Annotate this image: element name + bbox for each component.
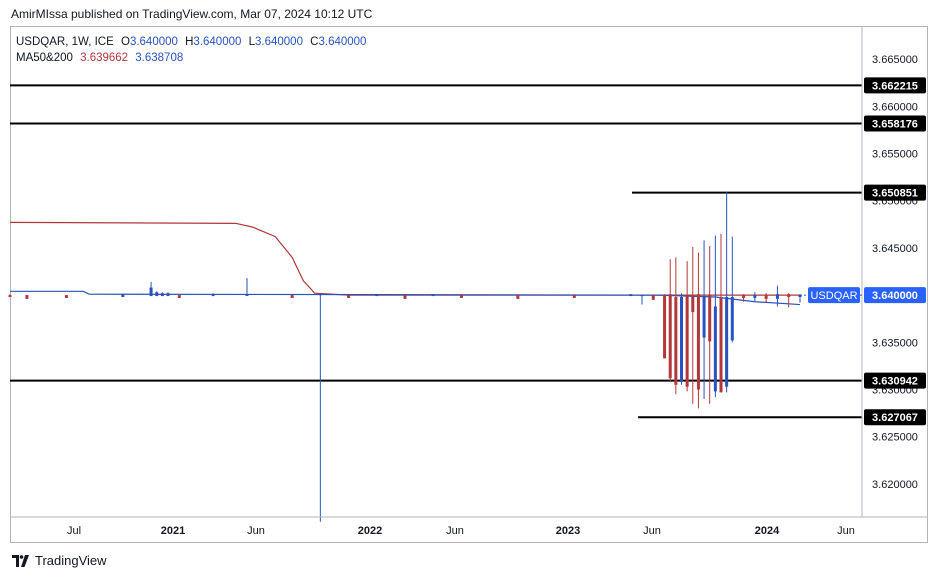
candle-body-3 [121,294,125,297]
candle-body-34 [725,296,729,387]
y-tick-label-4: 3.645000 [872,243,918,255]
candle-body-28 [691,296,695,313]
candle-body-11 [290,295,294,298]
candle-body-12 [318,294,322,296]
y-tick-label-9: 3.620000 [872,479,918,491]
y-tick-label-8: 3.625000 [872,432,918,444]
legend-low: L3.640000 [249,36,303,48]
x-tick-label-1: 2021 [161,525,185,537]
candle-body-33 [719,297,723,393]
x-tick-label-3: 2022 [358,525,382,537]
candle-body-26 [680,296,683,382]
legend-open-key: O [120,36,130,48]
candle-body-21 [640,295,644,297]
candle-body-29 [696,294,700,390]
candle-body-40 [787,294,791,297]
legend-open-value: 3.640000 [129,36,178,48]
legend-ma-label: MA50&200 [16,52,73,64]
level-tag-text-0: 3.662215 [872,80,918,92]
candle-body-16 [431,294,435,297]
candle-body-6 [160,293,164,297]
candle-body-15 [403,295,407,299]
x-tick-label-0: Jul [67,525,81,537]
legend-close-key: C [310,36,319,48]
candle-body-4 [149,287,153,297]
symbol-tag[interactable] [808,287,860,304]
legend-symbol: USDQAR, 1W, ICE [16,36,114,48]
candle-body-38 [764,295,768,299]
y-tick-label-0: 3.665000 [872,54,918,66]
y-tick-label-2: 3.655000 [872,148,918,160]
legend-ma200-value: 3.638708 [135,52,184,64]
candle-body-31 [708,295,712,342]
level-tag-text-4: 3.627067 [872,412,918,424]
x-tick-label-4: Jun [446,525,464,537]
candle-body-24 [668,294,672,379]
legend-low-key: L [248,36,255,48]
candle-body-39 [775,294,779,299]
candle-body-36 [742,295,746,298]
x-tick-label-8: Jun [837,525,855,537]
level-tag-text-3: 3.630942 [872,376,918,388]
level-tag-1 [864,115,926,132]
chart-frame [10,26,928,543]
footer-brand-label: TradingView [35,553,107,568]
candle-body-14 [375,294,379,297]
candle-body-30 [702,296,706,338]
symbol-tag-text: USDQAR [810,290,857,302]
candle-body-17 [459,295,463,298]
candle-body-8 [177,295,181,298]
x-tick-label-7: 2024 [755,525,780,537]
candle-body-5 [155,292,159,297]
legend-high: H3.640000 [185,36,241,48]
y-tick-label-6: 3.635000 [872,337,918,349]
level-tag-0 [864,77,926,94]
candle-body-2 [64,295,68,298]
candle-body-41 [798,295,802,297]
candle-body-37 [753,295,757,298]
candle-body-19 [572,295,576,298]
candle-body-27 [685,295,689,387]
x-tick-label-5: 2023 [556,525,580,537]
candle-body-35 [730,296,734,341]
candle-body-25 [674,296,678,385]
candle-body-18 [516,295,520,299]
ma200-line [9,221,800,296]
candle-body-23 [663,295,667,359]
legend-ma50-value: 3.639662 [80,52,129,64]
candle-body-1 [25,295,29,299]
last-price-tag [864,287,926,304]
legend-ma-row: MA50&200 3.639662 3.638708 [16,52,187,64]
candle-body-22 [651,295,655,300]
legend-symbol-row: USDQAR, 1W, ICE O3.640000 H3.640000 L3.6… [16,36,370,48]
legend-close: C3.640000 [310,36,366,48]
candle-body-13 [347,295,351,298]
level-tag-2 [864,184,926,201]
level-tag-text-2: 3.650851 [872,188,918,200]
tradingview-logo-icon [12,554,29,567]
candle-body-7 [166,293,170,297]
candle-body-9 [211,294,215,297]
x-tick-label-6: Jun [643,525,661,537]
candle-body-20 [629,294,633,297]
legend-high-value: 3.640000 [193,36,242,48]
legend-open: O3.640000 [121,36,178,48]
legend-high-key: H [185,36,194,48]
footer-brand: TradingView [12,553,107,568]
candle-body-10 [245,294,249,297]
candle-body-32 [713,306,717,392]
x-tick-label-2: Jun [247,525,265,537]
last-price-tag-text: 3.640000 [872,290,918,302]
candle-body-0 [8,295,12,297]
y-tick-label-1: 3.660000 [872,101,918,113]
level-tag-3 [864,372,926,389]
legend-close-value: 3.640000 [318,36,367,48]
level-tag-text-1: 3.658176 [872,118,918,130]
legend-low-value: 3.640000 [255,36,303,48]
publisher-line: AmirMIssa published on TradingView.com, … [11,7,373,21]
level-tag-4 [864,409,926,426]
